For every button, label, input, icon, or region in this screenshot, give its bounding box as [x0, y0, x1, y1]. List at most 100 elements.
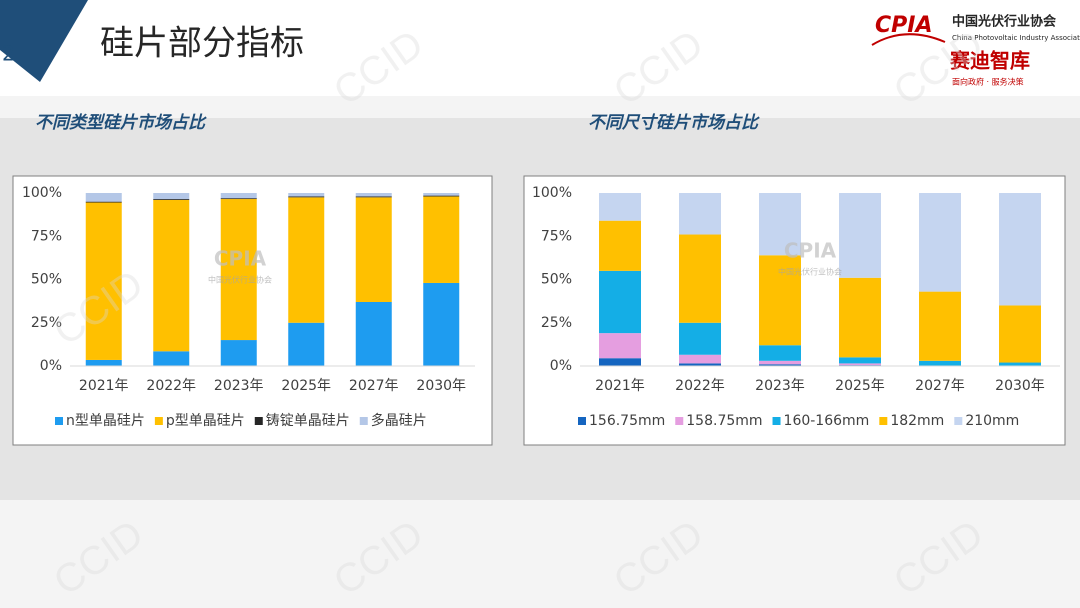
bar-segment: [679, 322, 721, 355]
bar-segment: [355, 196, 392, 198]
x-tick-label: 2027年: [915, 378, 965, 394]
y-tick-label: 0%: [550, 358, 572, 374]
x-tick-label: 2030年: [995, 378, 1045, 394]
bar-segment: [423, 193, 460, 196]
legend-label: 210mm: [965, 413, 1019, 429]
bar-segment: [599, 220, 641, 271]
legend-swatch: [254, 417, 263, 425]
bar-segment: [220, 193, 257, 199]
bar-segment: [355, 197, 392, 302]
y-tick-label: 25%: [541, 315, 572, 331]
bar-segment: [759, 360, 801, 365]
bar-segment: [919, 193, 961, 292]
legend-label: n型单晶硅片: [66, 413, 145, 429]
logo-ccid: 赛迪智库: [949, 49, 1030, 73]
x-tick-label: 2022年: [675, 378, 725, 394]
legend-swatch: [675, 417, 684, 425]
y-tick-label: 75%: [541, 228, 572, 244]
x-tick-label: 2022年: [146, 378, 196, 394]
chart-watermark-sub: 中国光伏行业协会: [778, 267, 842, 277]
x-tick-label: 2025年: [835, 378, 885, 394]
bar-segment: [423, 195, 460, 197]
bar-segment: [919, 360, 961, 366]
legend-swatch: [55, 417, 63, 425]
bar-segment: [759, 364, 801, 366]
legend-label: 铸锭单晶硅片: [266, 413, 350, 429]
header-band: [0, 0, 1080, 96]
bar-segment: [679, 193, 721, 235]
bar-segment: [423, 196, 460, 283]
bar-segment: [679, 354, 721, 364]
bar-segment: [288, 197, 325, 323]
legend-swatch: [772, 417, 781, 425]
y-tick-label: 75%: [31, 228, 62, 244]
bar-segment: [423, 282, 460, 366]
slide-title: 硅片部分指标: [100, 24, 304, 64]
bar-segment: [153, 193, 190, 200]
y-tick-label: 50%: [541, 272, 572, 288]
legend-label: 160-166mm: [784, 413, 870, 429]
bar-segment: [679, 363, 721, 366]
chart-title: 不同尺寸硅片市场占比: [588, 113, 760, 133]
corner-shape: [0, 0, 88, 82]
bar-segment: [220, 199, 257, 341]
bar-segment: [599, 358, 641, 366]
bar-segment: [919, 291, 961, 361]
logo-slogan: 面向政府 · 服务决策: [952, 77, 1024, 87]
bar-segment: [839, 363, 881, 366]
chart-watermark-sub: 中国光伏行业协会: [208, 275, 272, 285]
bar-segment: [999, 362, 1041, 366]
y-tick-label: 50%: [31, 272, 62, 288]
bar-segment: [153, 199, 190, 352]
bar-segment: [999, 305, 1041, 363]
legend-swatch: [578, 417, 586, 425]
bar-segment: [355, 193, 392, 197]
bar-segment: [288, 193, 325, 197]
bar-segment: [355, 301, 392, 366]
bar-segment: [288, 322, 325, 366]
y-tick-label: 0%: [40, 358, 62, 374]
legend-swatch: [954, 417, 963, 425]
logo-swoosh: [871, 33, 946, 46]
bar-segment: [759, 345, 801, 361]
bar-segment: [599, 193, 641, 221]
x-tick-label: 2021年: [595, 378, 645, 394]
logo-en: China Photovoltaic Industry Association: [952, 34, 1080, 42]
y-tick-label: 25%: [31, 315, 62, 331]
legend-label: p型单晶硅片: [166, 413, 245, 429]
x-tick-label: 2023年: [755, 378, 805, 394]
legend-label: 156.75mm: [589, 413, 665, 429]
legend-label: 158.75mm: [686, 413, 762, 429]
bar-segment: [759, 193, 801, 256]
x-tick-label: 2023年: [214, 378, 264, 394]
legend-label: 182mm: [890, 413, 944, 429]
logo-cn: 中国光伏行业协会: [952, 14, 1057, 30]
bar-segment: [759, 255, 801, 346]
bar-segment: [679, 234, 721, 323]
bar-segment: [85, 193, 122, 202]
chart-title: 不同类型硅片市场占比: [35, 113, 207, 133]
bar-segment: [599, 333, 641, 359]
y-tick-label: 100%: [22, 185, 62, 201]
page-number: 2: [2, 42, 15, 66]
bar-segment: [288, 196, 325, 198]
x-tick-label: 2030年: [416, 378, 466, 394]
x-tick-label: 2027年: [349, 378, 399, 394]
chart-watermark: CPIA: [784, 239, 837, 263]
legend-swatch: [154, 417, 163, 425]
y-tick-label: 100%: [532, 185, 572, 201]
legend-label: 多晶硅片: [371, 412, 427, 429]
bar-segment: [839, 277, 881, 358]
bar-segment: [153, 351, 190, 366]
bar-segment: [220, 198, 257, 200]
bar-segment: [153, 199, 190, 200]
bar-segment: [999, 193, 1041, 306]
legend-swatch: [879, 417, 888, 425]
bar-segment: [85, 202, 122, 360]
bar-segment: [85, 201, 122, 203]
bar-segment: [839, 357, 881, 364]
bar-segment: [220, 340, 257, 366]
bar-segment: [839, 193, 881, 278]
legend-swatch: [359, 417, 368, 425]
x-tick-label: 2021年: [79, 378, 129, 394]
